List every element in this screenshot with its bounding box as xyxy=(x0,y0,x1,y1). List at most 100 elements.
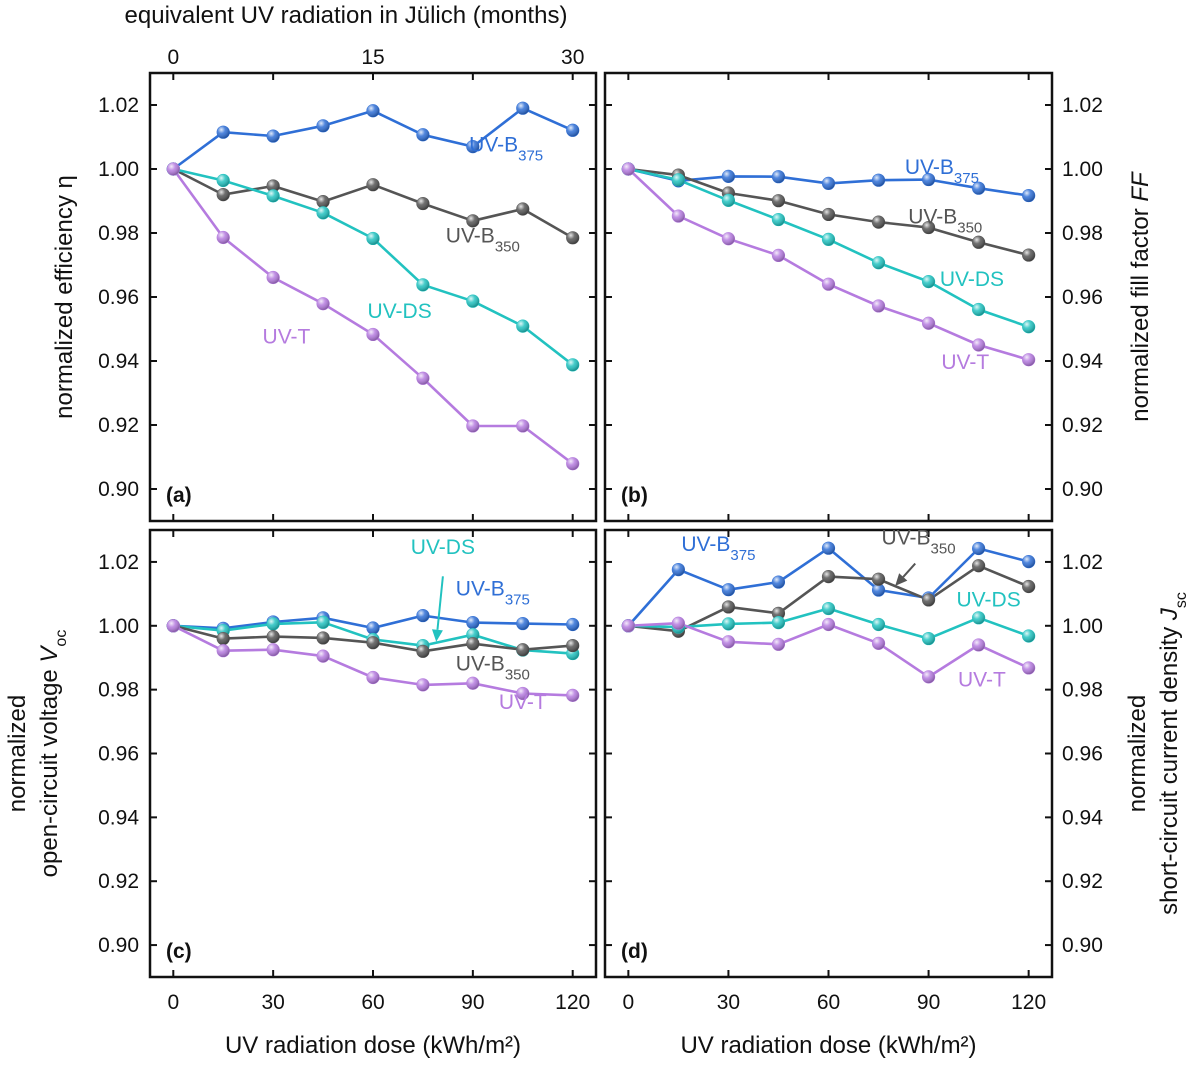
panel-a: 0.90 0.92 0.94 0.96 0.98 1.00 1.02 (a) normalize… xyxy=(51,71,598,523)
series-label-uv-ds: UV-DS xyxy=(940,268,1004,291)
series-line-uv-t xyxy=(627,168,1029,361)
y-tick-label: 1.02 xyxy=(1062,94,1103,117)
data-point-shade xyxy=(566,124,579,137)
data-point-shade xyxy=(772,249,785,262)
data-point-shade xyxy=(872,299,885,313)
series-label-uv-b350: UV-B350 xyxy=(908,205,982,236)
series-label-text: UV-B xyxy=(681,533,730,556)
data-point-shade xyxy=(922,632,935,645)
data-point-shade xyxy=(566,358,579,372)
y-tick-label: 0.94 xyxy=(1062,806,1103,829)
series-label-text: UV-DS xyxy=(368,300,432,323)
series-label-uv-ds: UV-DS xyxy=(368,300,432,323)
panel-label: (b) xyxy=(621,484,648,507)
panel-d: 0 30 60 90 120 0.90 0.92 0.94 0.96 0.98 1.00 1.02 (d… xyxy=(603,526,1190,1059)
data-point-shade xyxy=(972,638,985,652)
data-point-shade xyxy=(316,649,330,663)
data-point-shade xyxy=(217,188,230,201)
data-point-shade xyxy=(872,572,885,586)
series-label-uv-b350: UV-B350 xyxy=(446,225,520,256)
series-label-uv-ds: UV-DS xyxy=(411,536,475,559)
data-point-shade xyxy=(466,140,480,153)
data-point-shade xyxy=(772,170,785,183)
data-point-shade xyxy=(316,119,330,132)
data-point-shade xyxy=(366,621,380,635)
panel-label: (a) xyxy=(166,484,192,507)
data-point-shade xyxy=(466,214,480,228)
data-point-shade xyxy=(416,128,430,141)
data-point-shade xyxy=(516,687,529,700)
data-point-shade xyxy=(772,638,785,651)
data-point-shade xyxy=(672,563,685,576)
data-point-shade xyxy=(366,232,380,245)
data-point-shade xyxy=(822,618,835,631)
x-tick-label: 0 xyxy=(623,991,635,1014)
x-tick-label: 30 xyxy=(261,991,284,1014)
data-point-shade xyxy=(266,129,280,143)
data-point-shade xyxy=(266,617,280,631)
panel-b: 0.90 0.92 0.94 0.96 0.98 1.00 1.02 (b) normalize… xyxy=(603,71,1154,523)
series-label-sub: 350 xyxy=(957,219,982,236)
y-tick-label: 0.92 xyxy=(1062,870,1103,893)
data-point-shade xyxy=(672,617,685,630)
data-point-shade xyxy=(366,636,380,649)
data-point-shade xyxy=(1022,629,1035,643)
panel-c: 0 30 60 90 120 0.90 0.92 0.94 0.96 0.98 1.00 1.02 (c… xyxy=(4,528,598,1059)
top-tick-label: 0 xyxy=(167,46,179,69)
x-tick-label: 30 xyxy=(717,991,740,1014)
y-axis-label-line1: normalized xyxy=(4,695,31,812)
data-point-shade xyxy=(722,583,735,596)
x-tick-label: 120 xyxy=(555,991,590,1014)
y-tick-label: 1.00 xyxy=(1062,615,1103,638)
data-point-shade xyxy=(722,600,735,614)
data-point-shade xyxy=(516,319,529,333)
y-axis-label-sub: sc xyxy=(1173,592,1190,608)
data-point-shade xyxy=(922,593,935,607)
data-point-shade xyxy=(972,542,985,555)
data-point-shade xyxy=(366,671,380,684)
y-tick-label: 0.94 xyxy=(98,350,139,373)
data-point-shade xyxy=(466,677,480,690)
data-point-shade xyxy=(466,294,480,308)
data-point-shade xyxy=(722,232,735,245)
data-point-shade xyxy=(972,611,985,625)
series-label-text: UV-B xyxy=(882,526,931,549)
series-label-uv-b375: UV-B375 xyxy=(905,156,979,187)
series-label-uv-b350: UV-B350 xyxy=(882,526,956,557)
annotation-arrowhead xyxy=(431,629,443,642)
data-point-shade xyxy=(672,209,685,223)
data-point-shade xyxy=(872,618,885,631)
series-label-text: UV-DS xyxy=(411,536,475,559)
data-point-shade xyxy=(772,616,785,629)
data-point-shade xyxy=(217,174,230,187)
plot-frame xyxy=(603,71,1054,523)
series-label-uv-ds: UV-DS xyxy=(957,589,1021,612)
data-point-shade xyxy=(316,297,330,310)
x-tick-label: 60 xyxy=(817,991,840,1014)
y-tick-label: 0.96 xyxy=(1062,743,1103,766)
y-tick-label: 0.96 xyxy=(98,743,139,766)
data-point-shade xyxy=(416,609,430,622)
data-point-shade xyxy=(622,619,635,632)
y-tick-label: 0.98 xyxy=(1062,679,1103,702)
series-label-text: UV-B xyxy=(469,133,518,156)
data-point-shade xyxy=(872,174,885,187)
data-point-shade xyxy=(822,177,835,190)
data-point-shade xyxy=(972,236,985,249)
data-point-shade xyxy=(722,194,735,207)
annotation-arrowhead xyxy=(895,573,908,586)
data-point-shade xyxy=(516,202,529,216)
data-point-shade xyxy=(266,271,280,284)
y-axis-label: normalized fill factor FF xyxy=(1127,171,1154,422)
y-axis-label-sub: oc xyxy=(53,630,70,647)
data-point-shade xyxy=(772,213,785,226)
data-point-shade xyxy=(922,317,935,330)
data-point-shade xyxy=(872,215,885,229)
y-tick-label: 0.94 xyxy=(98,806,139,829)
series-label-uv-b375: UV-B375 xyxy=(456,577,530,608)
x-axis-label: UV radiation dose (kWh/m²) xyxy=(225,1032,521,1059)
y-tick-label: 0.90 xyxy=(98,934,139,957)
x-tick-label: 60 xyxy=(361,991,384,1014)
y-axis-label-var: V xyxy=(36,645,63,663)
